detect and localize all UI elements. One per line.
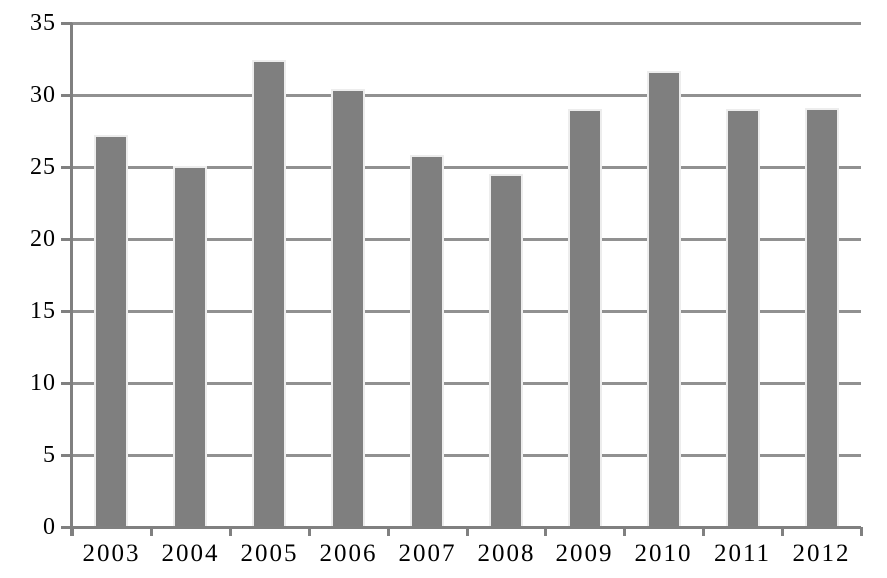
bar-2005 [252,60,286,527]
bar-2004 [173,166,207,527]
bar-2007 [410,155,444,527]
x-tick-label-2008: 2008 [477,540,536,567]
x-tick-label-2009: 2009 [555,540,614,567]
x-tick-10 [860,527,863,536]
x-tick-6 [544,527,547,536]
x-tick-0 [71,527,74,536]
y-tick-20 [61,238,72,241]
bar-2003 [94,135,128,527]
x-tick-label-2003: 2003 [82,540,141,567]
bar-2010 [647,71,681,527]
x-tick-3 [308,527,311,536]
x-tick-7 [623,527,626,536]
y-tick-25 [61,166,72,169]
x-tick-label-2011: 2011 [713,540,772,567]
gridline-10 [72,382,861,385]
y-tick-label-20: 20 [30,226,56,252]
y-tick-label-25: 25 [30,154,56,180]
x-tick-label-2010: 2010 [634,540,693,567]
y-tick-0 [61,526,72,529]
x-tick-label-2006: 2006 [319,540,378,567]
bar-2011 [726,109,760,527]
y-axis-line [70,23,73,536]
x-tick-5 [466,527,469,536]
y-tick-label-10: 10 [30,370,56,396]
y-tick-label-30: 30 [30,82,56,108]
bar-2012 [805,108,839,527]
x-tick-label-2005: 2005 [240,540,299,567]
y-tick-label-15: 15 [30,298,56,324]
gridline-35 [72,22,861,25]
y-tick-35 [61,22,72,25]
x-tick-9 [781,527,784,536]
x-tick-2 [229,527,232,536]
x-tick-label-2012: 2012 [792,540,851,567]
y-tick-10 [61,382,72,385]
x-tick-4 [387,527,390,536]
y-tick-5 [61,454,72,457]
x-tick-8 [702,527,705,536]
y-tick-label-5: 5 [43,442,56,468]
bar-2006 [331,89,365,527]
y-tick-30 [61,94,72,97]
gridline-15 [72,310,861,313]
x-tick-label-2007: 2007 [398,540,457,567]
gridline-30 [72,94,861,97]
x-tick-label-2004: 2004 [161,540,220,567]
bar-2009 [568,109,602,527]
y-tick-label-0: 0 [43,514,56,540]
bar-2008 [489,174,523,527]
gridline-20 [72,238,861,241]
gridline-5 [72,454,861,457]
gridline-25 [72,166,861,169]
y-tick-label-35: 35 [30,10,56,36]
x-tick-1 [150,527,153,536]
y-tick-15 [61,310,72,313]
